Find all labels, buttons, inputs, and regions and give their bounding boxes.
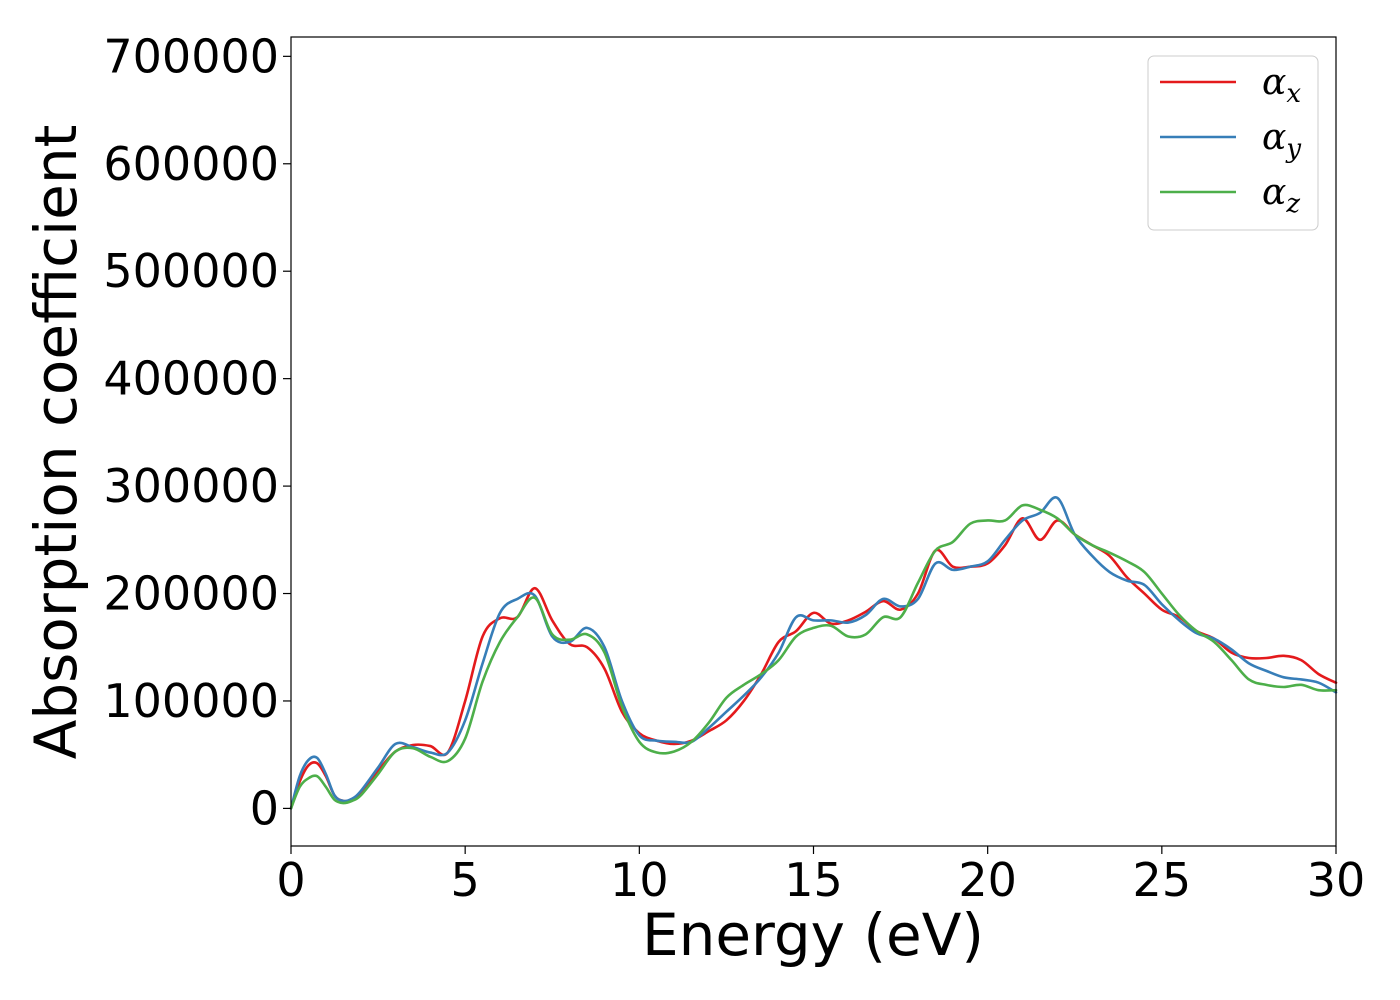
legend-label-alpha-x: αx	[1262, 62, 1301, 109]
x-tick-label: 20	[958, 853, 1017, 907]
series-layer	[289, 496, 1338, 810]
series-line-alpha-z	[289, 503, 1338, 810]
y-tick-label: 500000	[103, 244, 279, 298]
legend-label-alpha-z: αz	[1262, 172, 1300, 219]
y-tick-label: 700000	[103, 29, 279, 83]
y-tick-label: 0	[250, 781, 279, 835]
y-tick-label: 600000	[103, 137, 279, 191]
legend-label-alpha-y: αy	[1262, 117, 1301, 164]
y-tick-label: 300000	[103, 459, 279, 513]
x-tick-label: 5	[451, 853, 480, 907]
y-tick-label: 100000	[103, 674, 279, 728]
legend-entries: αx αy αz	[1160, 62, 1301, 219]
x-axis-label: Energy (eV)	[642, 901, 984, 969]
y-tick-label: 200000	[103, 567, 279, 621]
y-axis-ticks: 0 100000 200000 300000 400000 500000 600000 700…	[103, 29, 291, 835]
x-tick-label: 25	[1133, 853, 1192, 907]
series-line-alpha-y	[289, 496, 1338, 810]
x-tick-label: 30	[1307, 853, 1366, 907]
x-tick-label: 0	[276, 853, 305, 907]
x-tick-label: 15	[784, 853, 843, 907]
x-tick-label: 10	[610, 853, 669, 907]
legend: αx αy αz	[1147, 55, 1319, 231]
y-axis-label: Absorption coefficient	[22, 125, 90, 760]
x-axis-ticks: 0 5 10 15 20 25 30	[276, 846, 1365, 907]
legend-box	[1147, 55, 1319, 231]
y-tick-label: 400000	[103, 352, 279, 406]
